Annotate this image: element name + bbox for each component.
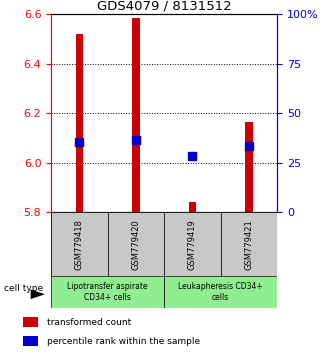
Bar (76, 34, 83, 212)
Text: Leukapheresis CD34+
cells: Leukapheresis CD34+ cells (178, 282, 263, 302)
Point (190, 153, 195, 159)
Text: GSM779418: GSM779418 (75, 219, 84, 270)
Bar (22, 336, 38, 346)
FancyBboxPatch shape (164, 212, 221, 276)
FancyBboxPatch shape (108, 212, 164, 276)
FancyBboxPatch shape (51, 212, 108, 276)
Bar (189, 202, 196, 212)
Polygon shape (31, 290, 45, 299)
Title: GDS4079 / 8131512: GDS4079 / 8131512 (97, 0, 232, 13)
Point (133, 137, 139, 143)
Bar (132, 18, 140, 212)
Text: percentile rank within the sample: percentile rank within the sample (47, 337, 200, 346)
Point (246, 143, 251, 149)
Text: Lipotransfer aspirate
CD34+ cells: Lipotransfer aspirate CD34+ cells (67, 282, 148, 302)
FancyBboxPatch shape (221, 212, 277, 276)
Point (77, 139, 82, 145)
Text: GSM779421: GSM779421 (245, 219, 253, 270)
Text: transformed count: transformed count (47, 318, 131, 327)
Bar (245, 122, 253, 212)
Text: GSM779419: GSM779419 (188, 219, 197, 270)
FancyBboxPatch shape (164, 276, 277, 308)
Bar (22, 317, 38, 327)
Text: GSM779420: GSM779420 (131, 219, 141, 270)
FancyBboxPatch shape (51, 276, 164, 308)
Text: cell type: cell type (4, 284, 43, 293)
